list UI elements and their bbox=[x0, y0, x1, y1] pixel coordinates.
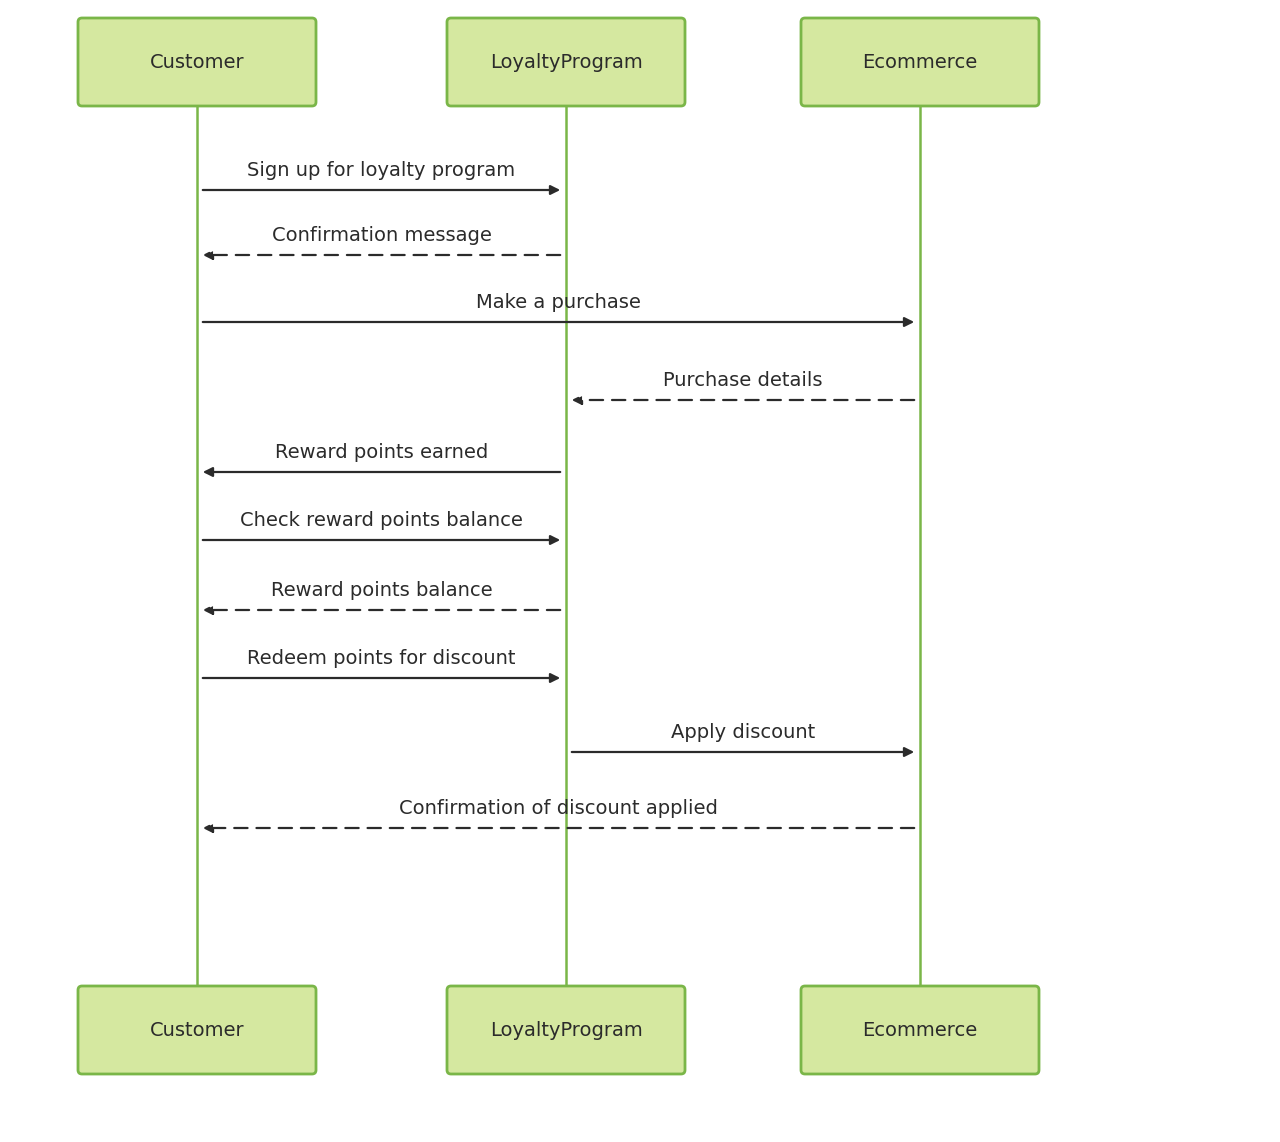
Text: Sign up for loyalty program: Sign up for loyalty program bbox=[247, 161, 516, 180]
FancyBboxPatch shape bbox=[447, 18, 685, 106]
FancyBboxPatch shape bbox=[801, 18, 1039, 106]
Text: Customer: Customer bbox=[150, 1021, 244, 1039]
Text: Redeem points for discount: Redeem points for discount bbox=[247, 649, 516, 668]
FancyBboxPatch shape bbox=[447, 986, 685, 1073]
Text: Reward points earned: Reward points earned bbox=[275, 443, 488, 463]
Text: Apply discount: Apply discount bbox=[671, 723, 815, 742]
Text: Customer: Customer bbox=[150, 53, 244, 72]
FancyBboxPatch shape bbox=[801, 986, 1039, 1073]
Text: Check reward points balance: Check reward points balance bbox=[241, 510, 524, 530]
Text: Ecommerce: Ecommerce bbox=[863, 1021, 978, 1039]
Text: LoyaltyProgram: LoyaltyProgram bbox=[490, 1021, 643, 1039]
Text: Make a purchase: Make a purchase bbox=[476, 293, 641, 312]
Text: Reward points balance: Reward points balance bbox=[270, 581, 493, 600]
Text: Confirmation of discount applied: Confirmation of discount applied bbox=[399, 799, 718, 818]
Text: Confirmation message: Confirmation message bbox=[271, 226, 492, 246]
Text: Purchase details: Purchase details bbox=[663, 371, 823, 391]
Text: LoyaltyProgram: LoyaltyProgram bbox=[490, 53, 643, 72]
FancyBboxPatch shape bbox=[78, 18, 316, 106]
FancyBboxPatch shape bbox=[78, 986, 316, 1073]
Text: Ecommerce: Ecommerce bbox=[863, 53, 978, 72]
